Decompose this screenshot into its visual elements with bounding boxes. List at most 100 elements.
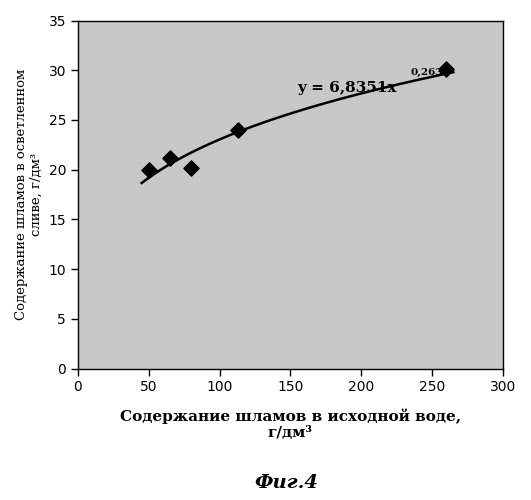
Point (241, 296, 250, 304)
Point (183, 203, 191, 211)
Point (443, 74, 451, 82)
Point (459, 341, 467, 349)
Point (82, 148, 90, 156)
Point (464, 228, 473, 235)
Point (167, 331, 175, 339)
Point (76, 45, 85, 53)
Point (358, 282, 366, 290)
Point (215, 70, 223, 78)
Point (257, 257, 266, 265)
Point (411, 267, 419, 275)
Point (321, 94, 329, 102)
Point (299, 203, 308, 211)
Point (353, 222, 361, 230)
Point (204, 26, 212, 34)
Point (406, 218, 414, 226)
Point (130, 272, 138, 280)
Point (422, 257, 430, 265)
Point (459, 119, 467, 127)
Point (241, 212, 250, 220)
Point (390, 74, 398, 82)
Point (193, 74, 202, 82)
Point (475, 282, 483, 290)
Point (422, 144, 430, 152)
Point (331, 188, 340, 196)
Point (480, 36, 489, 44)
Point (183, 74, 191, 82)
Point (135, 306, 143, 314)
Point (98, 178, 106, 186)
Point (390, 183, 398, 191)
Point (252, 124, 260, 132)
Point (76, 100, 85, 108)
Point (496, 242, 504, 250)
Point (390, 212, 398, 220)
Point (225, 174, 234, 182)
Point (289, 336, 297, 344)
Point (453, 238, 462, 246)
Point (241, 148, 250, 156)
Point (92, 65, 101, 73)
Point (183, 65, 191, 73)
Point (76, 306, 85, 314)
Point (475, 183, 483, 191)
Point (395, 70, 404, 78)
Point (76, 218, 85, 226)
Point (427, 124, 435, 132)
Point (427, 109, 435, 117)
Point (140, 119, 149, 127)
Point (374, 158, 382, 166)
Point (98, 55, 106, 63)
Point (257, 247, 266, 255)
Point (204, 94, 212, 102)
Point (469, 356, 478, 364)
Point (130, 267, 138, 275)
Point (390, 114, 398, 122)
Point (252, 306, 260, 314)
Point (151, 129, 159, 137)
Point (108, 158, 117, 166)
Point (432, 232, 441, 240)
Point (331, 114, 340, 122)
Point (326, 40, 335, 48)
Point (220, 60, 228, 68)
Point (76, 351, 85, 359)
Point (130, 104, 138, 112)
Point (246, 277, 255, 285)
Point (199, 119, 207, 127)
Point (220, 174, 228, 182)
Point (299, 238, 308, 246)
Point (236, 228, 244, 235)
Point (315, 212, 324, 220)
Point (172, 65, 181, 73)
Point (422, 188, 430, 196)
Point (82, 257, 90, 265)
Point (151, 262, 159, 270)
Point (130, 178, 138, 186)
Point (76, 316, 85, 324)
Point (485, 30, 494, 38)
Point (172, 183, 181, 191)
Point (236, 20, 244, 28)
Point (416, 55, 425, 63)
Point (204, 262, 212, 270)
Point (151, 326, 159, 334)
Point (310, 139, 319, 147)
Point (262, 158, 271, 166)
Point (236, 341, 244, 349)
Point (278, 148, 287, 156)
Point (358, 55, 366, 63)
Point (310, 174, 319, 182)
Point (262, 193, 271, 201)
Point (215, 252, 223, 260)
Point (241, 306, 250, 314)
Point (305, 40, 313, 48)
Point (459, 351, 467, 359)
Point (464, 292, 473, 300)
Point (151, 119, 159, 127)
Point (374, 178, 382, 186)
Point (374, 306, 382, 314)
Point (103, 109, 112, 117)
Point (177, 36, 186, 44)
Point (305, 178, 313, 186)
